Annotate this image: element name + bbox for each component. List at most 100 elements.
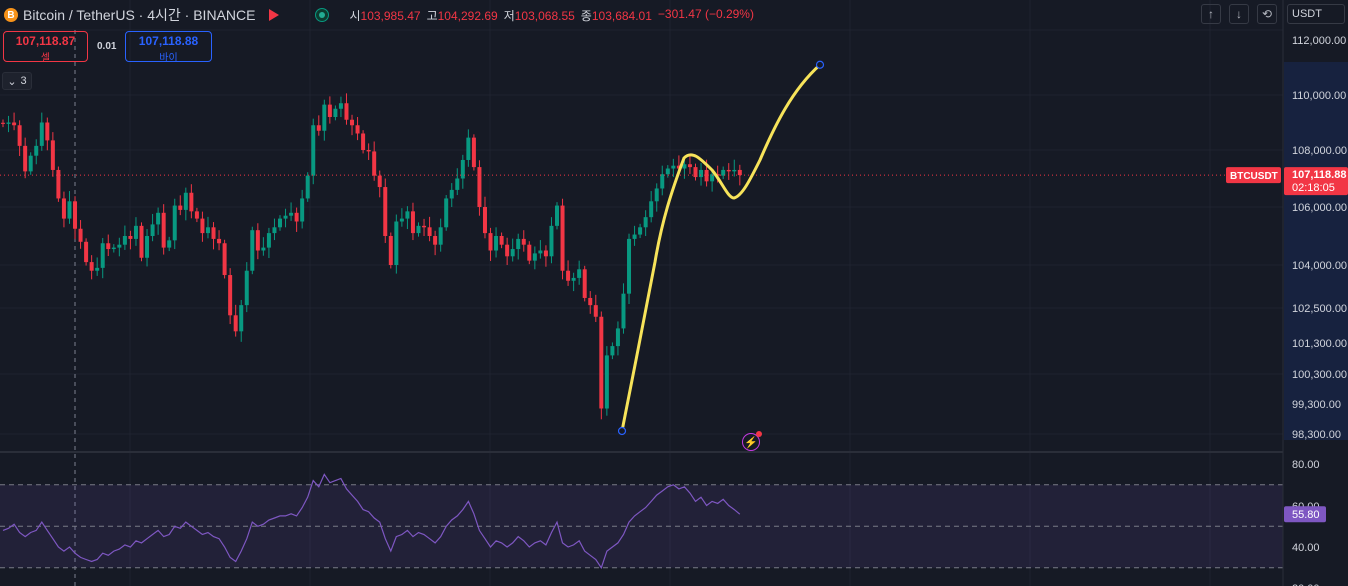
candle-body — [272, 227, 277, 234]
candle — [665, 165, 670, 178]
candle — [571, 272, 576, 292]
candle-body — [377, 175, 382, 188]
candle — [499, 232, 504, 249]
candle — [566, 260, 571, 286]
price-tick-label: 98,300.00 — [1292, 429, 1341, 441]
candle — [416, 222, 421, 237]
candle-body — [6, 122, 11, 124]
lightning-event-icon[interactable]: ⚡ — [742, 431, 762, 451]
candle-body — [305, 175, 310, 199]
candle-body — [460, 159, 465, 179]
price-tick-label: 110,000.00 — [1292, 90, 1346, 102]
candle — [449, 183, 454, 207]
candle — [638, 223, 643, 239]
candle — [494, 227, 499, 258]
candle — [604, 346, 609, 416]
candle — [150, 213, 155, 242]
currency-select[interactable]: USDT — [1287, 4, 1345, 24]
candle — [471, 134, 476, 171]
candle-body — [449, 189, 454, 199]
candle-body — [615, 328, 620, 347]
candle — [278, 215, 282, 231]
candle-body — [671, 165, 676, 169]
candle — [289, 202, 294, 221]
symbol-badge-box — [1226, 167, 1281, 184]
candle — [145, 229, 150, 267]
candle-body — [23, 145, 28, 172]
candle — [239, 299, 244, 342]
sell-button[interactable]: 107,118.87 셀 — [3, 31, 88, 64]
rsi-value-label-box — [1284, 506, 1326, 523]
candle — [350, 114, 355, 136]
flag-icon[interactable] — [269, 9, 280, 21]
reset-view-button[interactable]: ⟲ — [1257, 4, 1277, 24]
candle-body — [521, 238, 526, 245]
candle — [172, 198, 177, 250]
candle — [555, 202, 559, 230]
candle-body — [12, 122, 17, 126]
candle-body — [510, 249, 515, 257]
candle — [61, 191, 66, 228]
candle-body — [50, 140, 55, 170]
buy-button[interactable]: 107,118.88 바이 — [125, 31, 212, 64]
candle-body — [183, 192, 188, 210]
candle-body — [604, 355, 609, 409]
price-gridlines — [0, 0, 1283, 586]
candle — [361, 130, 366, 154]
candle — [316, 115, 321, 136]
candle — [394, 214, 399, 274]
candle — [250, 226, 255, 275]
candle — [488, 227, 493, 261]
bitcoin-icon: B — [4, 8, 18, 22]
scroll-down-button[interactable]: ↓ — [1229, 4, 1249, 24]
candle-countdown: 02:18:05 — [1292, 182, 1335, 194]
candle-body — [715, 174, 720, 176]
candle-body — [278, 218, 282, 228]
candles — [1, 93, 742, 420]
candle — [244, 262, 249, 313]
candle — [593, 294, 598, 322]
candle-body — [156, 212, 161, 225]
candle — [627, 233, 632, 304]
candle-body — [161, 212, 166, 248]
candle — [671, 158, 676, 178]
candle-body — [255, 230, 260, 251]
candle — [255, 223, 260, 260]
candle-body — [627, 238, 632, 294]
candle-body — [106, 243, 111, 250]
candle — [460, 154, 465, 189]
candle-body — [39, 122, 44, 146]
price-tick-label: 112,000.00 — [1292, 35, 1346, 47]
candle-body — [17, 125, 22, 146]
candle-body — [73, 201, 78, 229]
reset-icon: ⟲ — [1261, 7, 1273, 21]
candle — [39, 112, 44, 151]
candle-body — [482, 207, 487, 234]
candle-body — [34, 145, 39, 156]
symbol-title[interactable]: Bitcoin / TetherUS · 4시간 · BINANCE — [23, 7, 256, 23]
candle-body — [111, 247, 116, 250]
candle-body — [466, 137, 471, 160]
candle-body — [239, 305, 244, 332]
candle-body — [338, 103, 343, 109]
candle — [106, 234, 111, 257]
candle — [222, 239, 227, 279]
candle-body — [145, 236, 150, 258]
candle — [427, 216, 432, 242]
candle-body — [383, 187, 388, 236]
indicators-toggle-button[interactable]: ⌄ 3 — [2, 72, 32, 90]
candle — [466, 129, 471, 167]
candle-body — [560, 205, 565, 271]
candle-body — [532, 253, 537, 261]
candle — [344, 93, 349, 125]
candle — [527, 241, 532, 265]
candle — [294, 207, 299, 232]
scroll-up-button[interactable]: ↑ — [1201, 4, 1221, 24]
candle-body — [710, 174, 715, 182]
spread-value: 0.01 — [97, 41, 117, 52]
candle-body — [122, 236, 127, 245]
candle-body — [477, 167, 482, 207]
candle-body — [100, 243, 105, 268]
candle — [372, 141, 377, 181]
